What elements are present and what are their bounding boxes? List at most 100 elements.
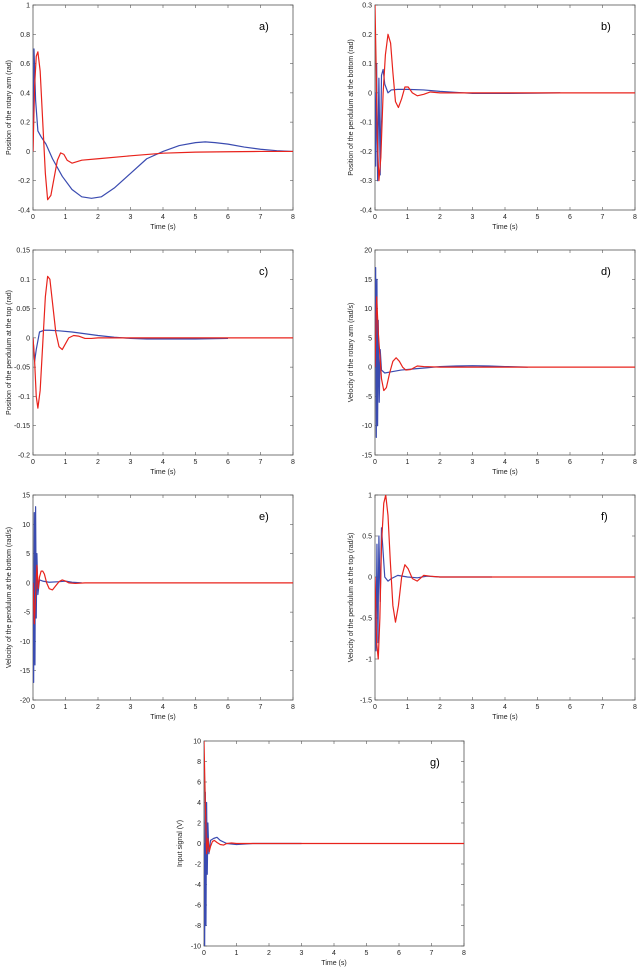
x-tick-label: 0 [373, 214, 377, 221]
plot-frame [374, 494, 636, 701]
x-tick-label: 8 [462, 950, 466, 957]
y-tick-label: -20 [20, 698, 30, 705]
x-tick-label: 7 [259, 704, 263, 711]
x-tick-label: 1 [406, 214, 410, 221]
y-tick-label: -10 [191, 944, 201, 951]
x-tick-label: 5 [536, 214, 540, 221]
x-tick-label: 6 [226, 459, 230, 466]
plot-frame [32, 249, 294, 456]
y-tick-label: -0.4 [360, 208, 372, 215]
y-tick-label: -15 [20, 668, 30, 675]
x-tick-label: 6 [226, 704, 230, 711]
x-tick-label: 0 [373, 459, 377, 466]
chart-panel-a: 0 1 2 3 4 5 6 7 8 -0.4 -0.2 0 0.2 0.4 0.6 0.8 1 Time (s) P… [6, 3, 295, 232]
y-tick-label: 20 [364, 248, 372, 255]
x-tick-label: 3 [471, 214, 475, 221]
x-tick-label: 4 [332, 950, 336, 957]
x-tick-label: 8 [291, 704, 295, 711]
x-tick-label: 6 [397, 950, 401, 957]
y-tick-label: -0.05 [14, 365, 30, 372]
x-axis-label: Time (s) [150, 714, 175, 721]
y-tick-label: 0.1 [20, 277, 30, 284]
y-tick-label: -0.5 [360, 616, 372, 623]
y-tick-label: 0 [26, 335, 30, 342]
x-axis-label: Time (s) [492, 469, 517, 476]
series-line-blue [204, 791, 302, 946]
y-tick-label: 10 [193, 739, 201, 746]
series-line-blue [375, 527, 492, 652]
x-tick-label: 8 [633, 704, 637, 711]
y-tick-label: -10 [20, 639, 30, 646]
x-tick-label: 8 [291, 214, 295, 221]
x-tick-label: 4 [161, 459, 165, 466]
y-tick-label: -15 [362, 453, 372, 460]
x-tick-label: 4 [161, 704, 165, 711]
y-tick-label: -2 [195, 862, 201, 869]
x-tick-label: 0 [373, 704, 377, 711]
x-tick-label: 2 [96, 214, 100, 221]
y-axis-label: Velocity of the pendulum at the top (rad… [348, 533, 355, 663]
x-tick-label: 4 [161, 214, 165, 221]
plot-frame [374, 249, 636, 456]
x-axis-label: Time (s) [150, 469, 175, 476]
y-tick-label: 0 [368, 365, 372, 372]
x-tick-label: 7 [601, 704, 605, 711]
chart-panel-c: 0 1 2 3 4 5 6 7 8 -0.2 -0.15 -0.1 -0.05 0 0.05 0.1 0.15 T… [6, 248, 295, 477]
x-tick-label: 2 [438, 704, 442, 711]
x-tick-label: 2 [96, 704, 100, 711]
y-tick-label: -10 [362, 423, 372, 430]
x-tick-label: 4 [503, 459, 507, 466]
chart-panel-b: 0 1 2 3 4 5 6 7 8 -0.4 -0.3 -0.2 -0.1 0 0.1 0.2 0.3 Time … [348, 3, 637, 232]
series-line-red [375, 296, 635, 392]
y-tick-label: -0.15 [14, 423, 30, 430]
x-axis-label: Time (s) [150, 224, 175, 231]
series-line-blue [33, 329, 229, 362]
x-axis-label: Time (s) [492, 224, 517, 231]
panel-label: a) [259, 21, 269, 33]
y-tick-label: 0.8 [20, 32, 30, 39]
x-tick-label: 7 [259, 459, 263, 466]
y-axis-label: Position of the rotary arm (rad) [6, 60, 13, 155]
series-line-red [375, 5, 635, 182]
x-tick-label: 0 [31, 459, 35, 466]
x-tick-label: 5 [536, 704, 540, 711]
y-tick-label: 0 [26, 580, 30, 587]
chart-panel-g: 0 1 2 3 4 5 6 7 8 -10 -8 -6 -4 -2 0 2 4 6 8 10 Time (s) Input… [177, 739, 466, 968]
y-tick-label: 5 [368, 335, 372, 342]
y-tick-label: -0.1 [360, 120, 372, 127]
x-tick-label: 8 [291, 459, 295, 466]
x-axis-label: Time (s) [492, 714, 517, 721]
y-tick-label: -0.2 [360, 149, 372, 156]
x-tick-label: 1 [406, 704, 410, 711]
plot-frame [32, 4, 294, 211]
y-axis-label: Input signal (V) [177, 820, 184, 867]
y-tick-label: 0 [197, 841, 201, 848]
panel-label: d) [601, 266, 611, 278]
chart-panel-f: 0 1 2 3 4 5 6 7 8 -1.5 -1 -0.5 0 0.5 1 Time (s) Velocity… [348, 493, 637, 722]
x-tick-label: 3 [129, 459, 133, 466]
x-tick-label: 1 [64, 459, 68, 466]
x-tick-label: 2 [267, 950, 271, 957]
y-tick-label: 10 [22, 522, 30, 529]
x-tick-label: 7 [259, 214, 263, 221]
chart-panel-d: 0 1 2 3 4 5 6 7 8 -15 -10 -5 0 5 10 15 20 Time (s) Velocit… [348, 248, 637, 477]
series-line-red [375, 495, 635, 660]
y-tick-label: -0.3 [360, 178, 372, 185]
x-tick-label: 1 [235, 950, 239, 957]
x-tick-label: 2 [96, 459, 100, 466]
x-tick-label: 3 [129, 214, 133, 221]
y-tick-label: 0.15 [16, 248, 30, 255]
panel-label: e) [259, 511, 269, 523]
series-line-red [33, 51, 293, 201]
y-axis-label: Position of the pendulum at the bottom (… [348, 39, 355, 176]
x-tick-label: 0 [202, 950, 206, 957]
panel-label: f) [601, 511, 608, 523]
x-tick-label: 2 [438, 459, 442, 466]
y-tick-label: -4 [195, 882, 201, 889]
x-tick-label: 5 [194, 459, 198, 466]
panel-label: g) [430, 757, 440, 769]
x-tick-label: 6 [568, 459, 572, 466]
series-line-red [204, 741, 464, 855]
x-tick-label: 3 [300, 950, 304, 957]
